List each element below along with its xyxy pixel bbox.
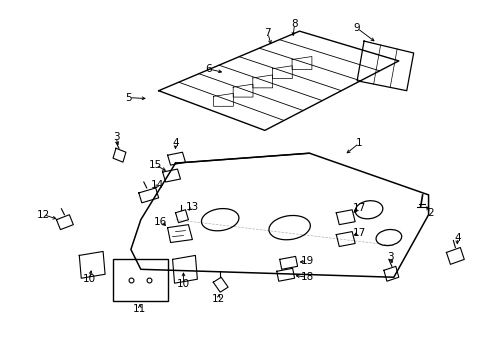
Text: 17: 17: [352, 203, 365, 213]
Text: 9: 9: [353, 23, 360, 33]
Text: 10: 10: [82, 274, 96, 284]
Text: 3: 3: [387, 252, 393, 262]
Text: 19: 19: [300, 256, 313, 266]
Text: 4: 4: [453, 233, 460, 243]
Text: 6: 6: [204, 64, 211, 74]
Text: 10: 10: [177, 279, 190, 289]
Text: 16: 16: [154, 217, 167, 227]
Text: 12: 12: [211, 294, 224, 304]
Text: 17: 17: [352, 228, 365, 238]
Text: 5: 5: [125, 93, 132, 103]
Text: 12: 12: [37, 210, 50, 220]
Bar: [113, 260, 167, 301]
Text: 8: 8: [291, 19, 297, 29]
Text: 7: 7: [264, 28, 270, 38]
Text: 4: 4: [172, 138, 179, 148]
Text: 18: 18: [300, 272, 313, 282]
Text: 11: 11: [133, 304, 146, 314]
Text: 3: 3: [112, 132, 119, 142]
Text: 13: 13: [185, 202, 199, 212]
Text: 1: 1: [355, 138, 362, 148]
Text: 15: 15: [149, 160, 162, 170]
Text: 14: 14: [151, 180, 164, 190]
Text: 2: 2: [427, 208, 433, 218]
